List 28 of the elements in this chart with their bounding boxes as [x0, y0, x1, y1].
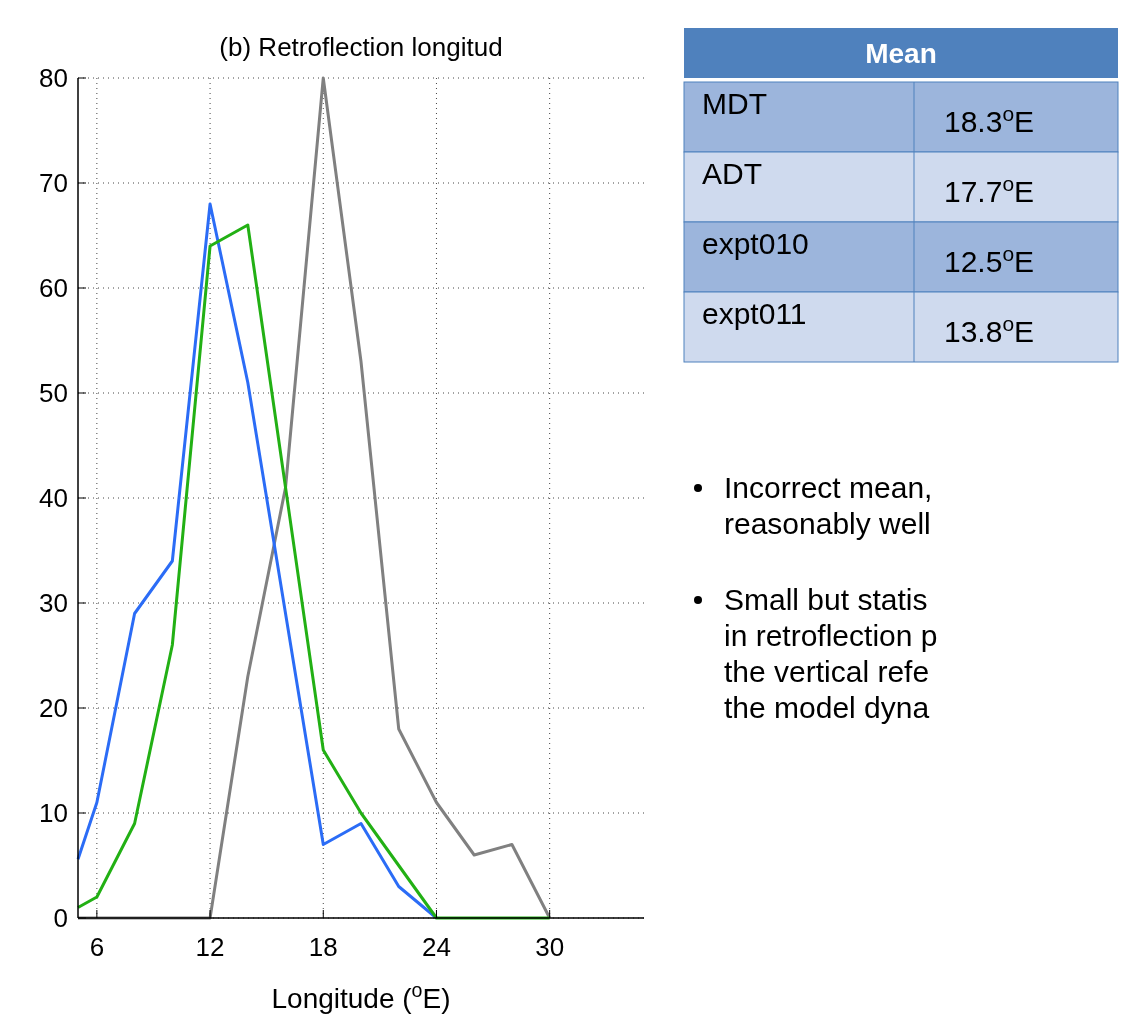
text: Small but statis in retroflection p the vertical refe the model dyna	[724, 583, 938, 724]
y-tick-label: 30	[39, 588, 68, 619]
text: 18.3$^{o}$E	[944, 101, 1035, 138]
y-tick-label: 50	[39, 378, 68, 409]
text: 13.8$^{o}$E	[944, 311, 1035, 348]
text: 17.7$^{o}$E	[944, 171, 1035, 208]
text: Mean	[865, 37, 937, 69]
y-tick-label: 20	[39, 693, 68, 724]
x-tick-label: 18	[308, 932, 338, 962]
text: 12.5$^{o}$E	[944, 241, 1035, 278]
y-tick-label: 10	[39, 798, 68, 829]
text: expt010	[702, 227, 809, 260]
text: ADT	[702, 157, 762, 190]
y-tick-label: 0	[53, 903, 68, 934]
x-tick-label: 30	[535, 932, 565, 962]
chart-title: (b) Retroflection longitud	[219, 32, 503, 62]
x-tick-label: 24	[422, 932, 451, 962]
text: expt011	[702, 297, 807, 330]
x-axis-title: Longitude ($^{o}$E)	[271, 979, 451, 1014]
text: MDT	[702, 87, 767, 120]
x-tick-label: 6	[89, 932, 105, 962]
y-tick-label: 70	[39, 168, 68, 199]
y-tick-label: 40	[39, 483, 68, 514]
text: Incorrect mean, reasonably well	[724, 471, 933, 540]
line-series	[76, 223, 552, 920]
x-tick-label: 12	[195, 932, 225, 962]
y-tick-label: 80	[39, 63, 68, 94]
y-tick-label: 60	[39, 273, 68, 304]
